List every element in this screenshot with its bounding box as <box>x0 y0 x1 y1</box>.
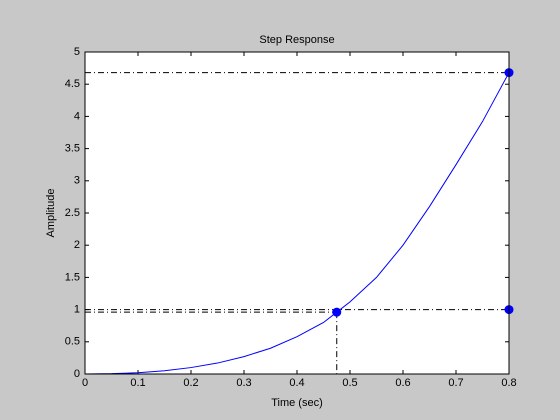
y-tick-label: 1 <box>74 304 80 316</box>
x-tick-label: 0.3 <box>236 377 251 389</box>
x-tick-label: 0.1 <box>130 377 145 389</box>
plot-area <box>85 52 509 374</box>
y-tick-label: 2.5 <box>65 207 80 219</box>
y-tick-label: 0.5 <box>65 336 80 348</box>
x-axis-label: Time (sec) <box>271 397 323 409</box>
y-tick-label: 2 <box>74 239 80 251</box>
x-tick-label: 0.6 <box>395 377 410 389</box>
axes-box <box>84 51 510 375</box>
x-tick-label: 0.2 <box>183 377 198 389</box>
line-series <box>84 72 510 375</box>
marker <box>332 307 342 317</box>
x-tick-label: 0.8 <box>501 377 516 389</box>
chart-title: Step Response <box>259 34 334 46</box>
y-tick-label: 1.5 <box>65 271 80 283</box>
y-tick-label: 0 <box>74 368 80 380</box>
x-tick-label: 0.4 <box>289 377 304 389</box>
x-tick-label: 0 <box>82 377 88 389</box>
y-tick-label: 3.5 <box>65 143 80 155</box>
y-axis-label: Amplitude <box>45 189 57 238</box>
y-tick-label: 5 <box>74 46 80 58</box>
y-tick-label: 3 <box>74 175 80 187</box>
y-tick-label: 4 <box>74 110 80 122</box>
x-tick-label: 0.5 <box>342 377 357 389</box>
y-tick-label: 4.5 <box>65 78 80 90</box>
x-tick-label: 0.7 <box>448 377 463 389</box>
